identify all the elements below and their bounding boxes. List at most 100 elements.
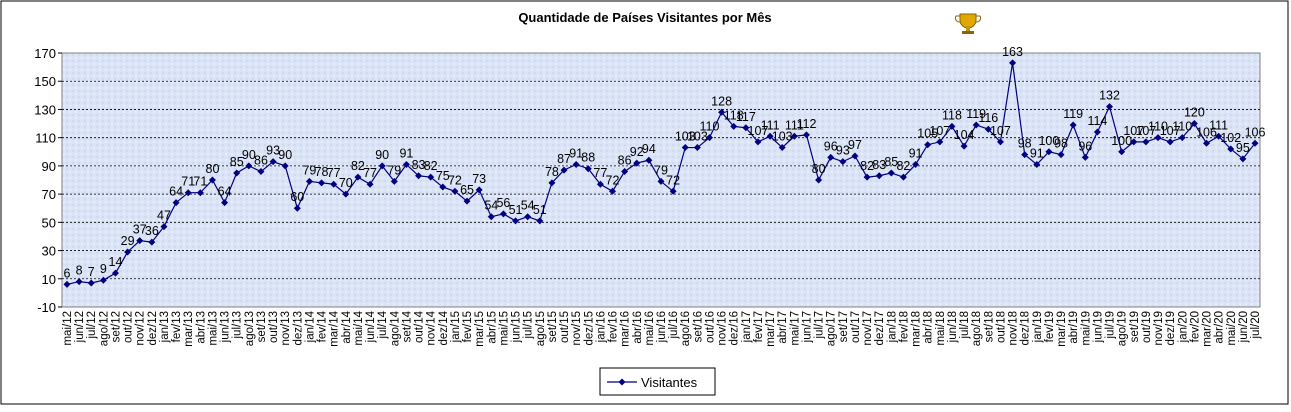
point-marker xyxy=(705,134,713,142)
x-tick-label: fev/18 xyxy=(898,311,910,342)
point-marker xyxy=(887,169,895,177)
point-marker xyxy=(245,162,253,170)
data-label: 8 xyxy=(76,264,83,278)
point-marker xyxy=(984,125,992,133)
x-tick-label: dez/18 xyxy=(1020,311,1032,346)
x-tick-label: mai/14 xyxy=(353,310,365,345)
point-marker xyxy=(318,179,326,187)
x-tick-label: abr/18 xyxy=(923,311,935,344)
x-tick-label: jun/19 xyxy=(1092,311,1104,343)
data-label: 80 xyxy=(206,162,220,176)
x-tick-label: jun/13 xyxy=(220,311,232,343)
data-label: 97 xyxy=(848,138,862,152)
point-marker xyxy=(572,160,580,168)
point-marker xyxy=(1227,145,1235,153)
x-tick-label: mai/16 xyxy=(644,311,656,346)
point-marker xyxy=(1021,151,1029,159)
point-marker xyxy=(1239,155,1247,163)
data-label: 77 xyxy=(593,166,607,180)
data-label: 79 xyxy=(387,163,401,177)
data-label: 71 xyxy=(181,175,195,189)
data-label: 93 xyxy=(836,144,850,158)
data-label: 83 xyxy=(872,158,886,172)
data-label: 78 xyxy=(315,165,329,179)
point-marker xyxy=(584,165,592,173)
point-marker xyxy=(899,173,907,181)
data-label: 65 xyxy=(460,183,474,197)
point-marker xyxy=(524,213,532,221)
data-label: 118 xyxy=(724,108,744,122)
data-label: 72 xyxy=(606,173,620,187)
data-label: 100 xyxy=(1111,134,1132,148)
x-tick-label: abr/20 xyxy=(1214,311,1226,344)
x-tick-label: abr/15 xyxy=(486,311,498,344)
data-label: 103 xyxy=(675,130,696,144)
x-tick-label: mar/19 xyxy=(1056,311,1068,347)
data-label: 98 xyxy=(1054,137,1068,151)
data-label: 107 xyxy=(1123,124,1144,138)
x-tick-label: mai/15 xyxy=(498,311,510,346)
x-tick-label: jul/17 xyxy=(814,311,826,340)
x-tick-label: abr/19 xyxy=(1068,311,1080,344)
point-marker xyxy=(415,172,423,180)
point-marker xyxy=(463,197,471,205)
data-label: 7 xyxy=(88,265,95,279)
x-tick-label: fev/16 xyxy=(608,311,620,342)
x-tick-label: nov/15 xyxy=(571,311,583,346)
x-tick-label: jun/14 xyxy=(365,310,377,343)
data-label: 91 xyxy=(1030,146,1044,160)
x-tick-label: abr/14 xyxy=(341,310,353,343)
x-tick-label: nov/16 xyxy=(717,311,729,346)
data-label: 70 xyxy=(339,176,353,190)
point-marker xyxy=(1118,148,1126,156)
point-marker xyxy=(948,122,956,130)
data-label: 72 xyxy=(448,173,462,187)
data-label: 96 xyxy=(824,139,838,153)
trophy-icon xyxy=(954,13,982,34)
point-marker xyxy=(87,279,95,287)
y-tick-label: 90 xyxy=(42,159,56,174)
point-marker xyxy=(754,138,762,146)
data-label: 110 xyxy=(700,120,720,134)
point-marker xyxy=(681,144,689,152)
point-marker xyxy=(99,276,107,284)
x-tick-label: fev/19 xyxy=(1044,311,1056,342)
y-tick-label: 70 xyxy=(42,187,56,202)
x-tick-label: dez/13 xyxy=(292,311,304,346)
point-marker xyxy=(1251,139,1259,147)
x-tick-label: jun/16 xyxy=(656,311,668,343)
point-marker xyxy=(536,217,544,225)
data-label: 80 xyxy=(812,162,826,176)
legend-marker xyxy=(618,378,626,386)
x-tick-label: jul/14 xyxy=(377,310,389,339)
y-tick-label: 50 xyxy=(42,215,56,230)
point-marker xyxy=(427,173,435,181)
x-tick-label: jan/13 xyxy=(159,311,171,343)
x-tick-label: jan/17 xyxy=(741,311,753,343)
x-tick-label: jul/20 xyxy=(1250,311,1262,340)
point-marker xyxy=(196,189,204,197)
point-marker xyxy=(609,187,617,195)
data-label: 51 xyxy=(533,203,547,217)
data-label: 79 xyxy=(654,163,668,177)
x-tick-label: out/14 xyxy=(414,310,426,343)
point-marker xyxy=(802,131,810,139)
x-tick-label: abr/13 xyxy=(195,311,207,344)
x-tick-label: mar/20 xyxy=(1202,311,1214,347)
data-label: 72 xyxy=(666,173,680,187)
data-label: 119 xyxy=(1063,107,1083,121)
data-label: 117 xyxy=(736,110,756,124)
point-marker xyxy=(839,158,847,166)
x-tick-label: out/19 xyxy=(1141,311,1153,343)
point-marker xyxy=(451,187,459,195)
data-label: 64 xyxy=(169,185,183,199)
x-tick-label: fev/17 xyxy=(753,311,765,342)
data-label: 9 xyxy=(100,262,107,276)
x-tick-label: jul/16 xyxy=(668,311,680,340)
point-marker xyxy=(778,144,786,152)
x-tick-label: dez/12 xyxy=(147,311,159,346)
x-tick-label: dez/19 xyxy=(1165,311,1177,346)
data-label: 37 xyxy=(133,223,147,237)
point-marker xyxy=(1190,120,1198,128)
x-tick-label: jun/20 xyxy=(1238,311,1250,343)
